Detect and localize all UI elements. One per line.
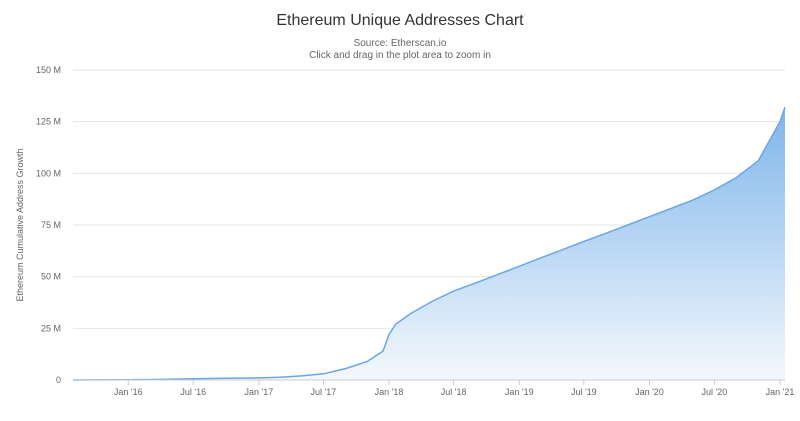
y-tick-label: 25 M	[41, 323, 61, 333]
chart-subtitle: Source: Etherscan.io Click and drag in t…	[0, 38, 800, 62]
y-tick-label: 150 M	[36, 65, 61, 75]
area-series-fill	[73, 107, 785, 380]
chart-subtitle-source: Source: Etherscan.io	[353, 38, 447, 49]
x-tick-label: Jan '18	[375, 387, 404, 397]
y-tick-label: 125 M	[36, 117, 61, 127]
x-tick-label: Jul '19	[571, 387, 597, 397]
y-axis-title: Ethereum Cumulative Address Growth	[15, 148, 25, 301]
y-tick-label: 0	[56, 375, 61, 385]
x-tick-label: Jan '21	[766, 387, 795, 397]
y-tick-label: 50 M	[41, 272, 61, 282]
y-tick-label: 75 M	[41, 220, 61, 230]
x-tick-label: Jan '20	[635, 387, 664, 397]
y-tick-label: 100 M	[36, 168, 61, 178]
x-tick-label: Jul '18	[441, 387, 467, 397]
chart-subtitle-zoom-hint: Click and drag in the plot area to zoom …	[309, 50, 491, 61]
x-tick-label: Jan '17	[244, 387, 273, 397]
chart-title: Ethereum Unique Addresses Chart	[276, 12, 524, 29]
x-tick-label: Jan '16	[114, 387, 143, 397]
area-series-line	[72, 106, 786, 381]
x-tick-label: Jul '16	[180, 387, 206, 397]
x-tick-label: Jul '20	[702, 387, 728, 397]
x-tick-label: Jul '17	[311, 387, 337, 397]
x-tick-label: Jan '19	[505, 387, 534, 397]
